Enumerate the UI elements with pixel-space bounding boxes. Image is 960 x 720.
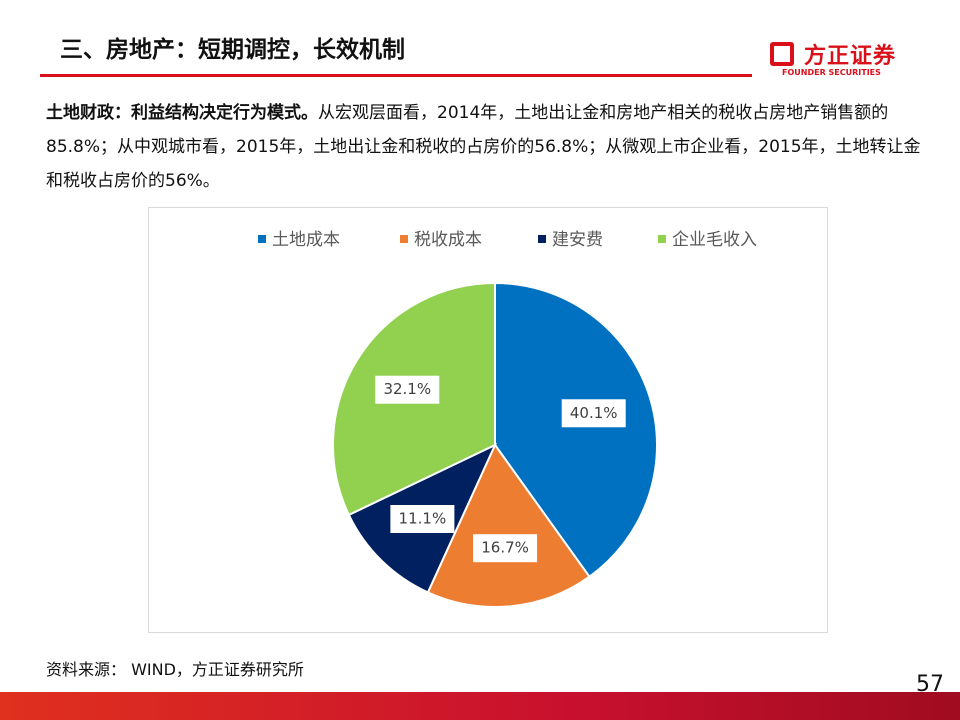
legend-label: 税收成本 — [414, 230, 482, 250]
data-label: 11.1% — [399, 510, 447, 528]
logo-subtitle: FOUNDER SECURITIES — [782, 68, 881, 77]
legend-swatch — [400, 235, 408, 243]
label-box — [375, 375, 440, 404]
data-label: 32.1% — [383, 380, 431, 398]
data-label: 40.1% — [570, 404, 618, 422]
body-text: 土地财政：利益结构决定行为模式。从宏观层面看，2014年，土地出让金和房地产相关… — [46, 96, 926, 198]
footer-band — [0, 692, 960, 720]
pie-slice — [426, 443, 591, 608]
chart: 土地成本 税收成本 建安费 企业毛收入 40.1% 16.7% 11.1% 32.1% — [148, 207, 828, 633]
legend-swatch — [658, 235, 666, 243]
legend-label: 建安费 — [552, 230, 603, 250]
logo-icon — [770, 42, 794, 66]
body-detail: 从宏观层面看，2014年，土地出让金和房地产相关的税收占房地产销售额的85.8%… — [46, 103, 921, 191]
legend-label: 土地成本 — [272, 230, 340, 250]
slide-title: 三、房地产：短期调控，长效机制 — [60, 37, 405, 63]
logo-name: 方正证券 — [804, 44, 897, 69]
label-box — [473, 534, 538, 563]
page-number: 57 — [916, 672, 944, 697]
legend-label: 企业毛收入 — [672, 230, 757, 250]
source-note: 资料来源： WIND，方正证券研究所 — [46, 660, 304, 679]
legend-swatch — [258, 235, 266, 243]
legend-swatch — [538, 235, 546, 243]
label-box — [561, 399, 626, 428]
label-box — [390, 505, 455, 534]
data-label: 16.7% — [481, 539, 529, 557]
body-lead: 土地财政：利益结构决定行为模式。 — [46, 103, 318, 123]
title-rule — [40, 74, 752, 77]
pie-slice — [494, 281, 658, 579]
